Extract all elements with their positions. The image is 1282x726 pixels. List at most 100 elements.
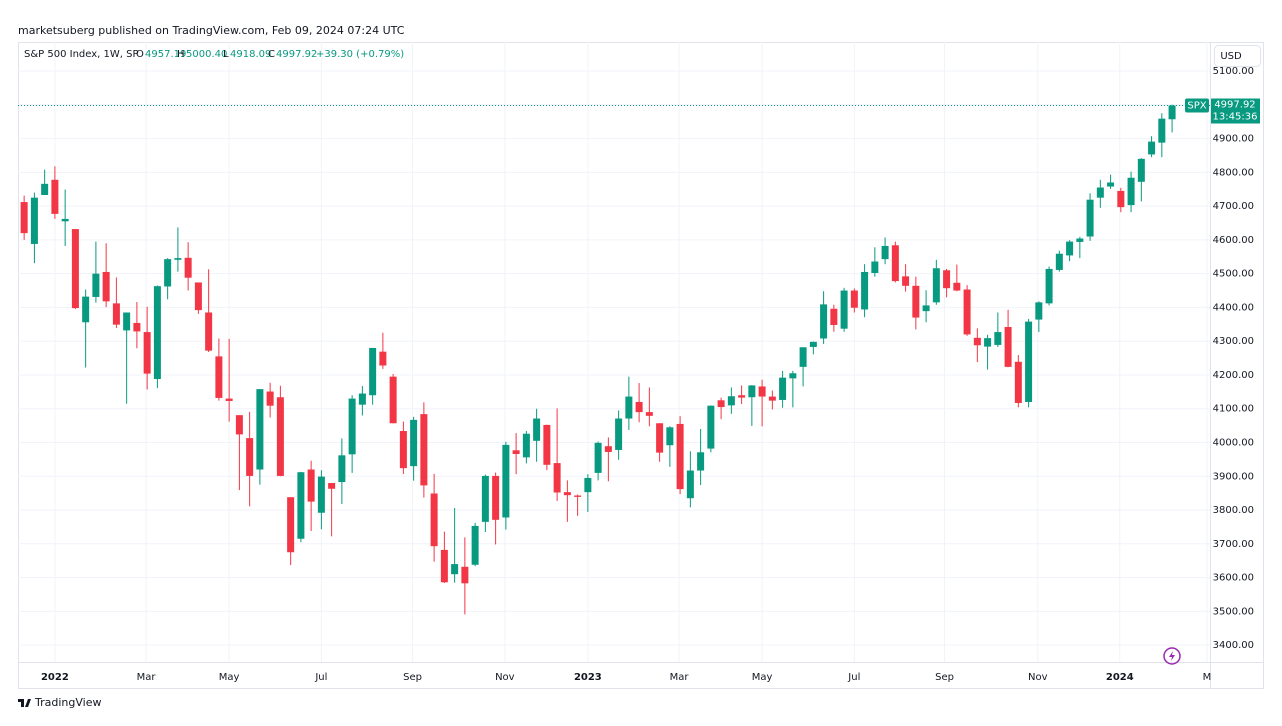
candle-body bbox=[1066, 241, 1074, 256]
candle-body bbox=[871, 261, 879, 273]
candle-body bbox=[738, 395, 746, 398]
c-value: 4997.92 bbox=[276, 49, 317, 60]
candle-body bbox=[194, 282, 202, 311]
y-tick-label: 3400.00 bbox=[1213, 640, 1254, 651]
candle-body bbox=[604, 446, 612, 452]
y-tick-label: 3700.00 bbox=[1213, 539, 1254, 550]
candle-body bbox=[891, 245, 899, 282]
candle-body bbox=[174, 258, 182, 260]
y-tick-label: 4600.00 bbox=[1213, 235, 1254, 246]
candle-body bbox=[912, 285, 920, 318]
candle-body bbox=[123, 312, 131, 331]
o-key: O bbox=[136, 49, 144, 60]
candle-body bbox=[348, 398, 356, 455]
candle-body bbox=[830, 308, 838, 325]
y-tick-label: 3600.00 bbox=[1213, 573, 1254, 584]
candle-body bbox=[1014, 361, 1022, 403]
candle-body bbox=[276, 397, 284, 476]
candle-body bbox=[1107, 182, 1115, 187]
candle-body bbox=[20, 202, 28, 234]
x-tick-label: 2023 bbox=[574, 672, 602, 683]
candle-body bbox=[164, 259, 172, 287]
x-tick-label: Mar bbox=[670, 672, 690, 683]
candle-body bbox=[389, 376, 397, 424]
x-tick-label: May bbox=[752, 672, 773, 683]
candle-body bbox=[686, 470, 694, 499]
candle-body bbox=[1137, 158, 1145, 182]
candle-body bbox=[922, 305, 930, 312]
y-tick-label: 4800.00 bbox=[1213, 167, 1254, 178]
x-tick-label: 2022 bbox=[41, 672, 69, 683]
candle-body bbox=[1045, 268, 1053, 304]
candle-body bbox=[861, 271, 869, 310]
candle-body bbox=[205, 312, 213, 351]
candle-body bbox=[317, 476, 325, 513]
candle-body bbox=[266, 391, 274, 406]
candle-body bbox=[61, 218, 69, 222]
candle-body bbox=[707, 405, 715, 449]
currency-button[interactable] bbox=[1214, 45, 1261, 67]
candle-body bbox=[492, 475, 500, 520]
candle-body bbox=[369, 347, 377, 396]
candle-body bbox=[666, 427, 674, 446]
candle-body bbox=[225, 398, 233, 401]
y-tick-label: 4900.00 bbox=[1213, 134, 1254, 145]
candle-body bbox=[1168, 105, 1176, 120]
candle-body bbox=[82, 296, 90, 323]
candle-body bbox=[1127, 177, 1135, 206]
candle-body bbox=[1055, 253, 1063, 270]
y-tick-label: 3500.00 bbox=[1213, 606, 1254, 617]
candle-body bbox=[246, 438, 254, 476]
currency[interactable]: USD bbox=[1220, 51, 1242, 62]
candle-body bbox=[1025, 321, 1033, 402]
candle-body bbox=[30, 197, 38, 244]
x-tick-label: 2024 bbox=[1106, 672, 1134, 683]
candle-body bbox=[676, 423, 684, 490]
candle-body bbox=[1096, 187, 1104, 198]
x-tick-label: Jul bbox=[314, 672, 327, 683]
candle-body bbox=[625, 396, 633, 419]
candle-body bbox=[215, 356, 223, 398]
last-price: 4997.92 bbox=[1214, 100, 1255, 111]
o-value: 4957.19 bbox=[145, 49, 186, 60]
candle-body bbox=[1035, 302, 1043, 320]
candle-body bbox=[768, 396, 776, 401]
logo: TradingView bbox=[18, 696, 101, 709]
candle-body bbox=[102, 271, 110, 302]
candle-body bbox=[697, 452, 705, 471]
candle-body bbox=[574, 495, 582, 497]
candle-body bbox=[512, 450, 520, 454]
candle-body bbox=[256, 389, 264, 470]
candle-body bbox=[789, 373, 797, 379]
candle-body bbox=[328, 483, 336, 489]
h-key: H bbox=[177, 49, 185, 60]
x-tick-label: Sep bbox=[935, 672, 954, 683]
h-value: 5000.40 bbox=[186, 49, 227, 60]
y-tick-label: 4000.00 bbox=[1213, 438, 1254, 449]
candle-body bbox=[71, 229, 79, 309]
candle-body bbox=[1004, 327, 1012, 367]
candle-body bbox=[1117, 190, 1125, 208]
x-tick-label: Mar bbox=[137, 672, 157, 683]
symbol: S&P 500 Index, 1W, SP bbox=[24, 49, 139, 60]
x-tick-label: M bbox=[1203, 672, 1212, 683]
candle-body bbox=[451, 564, 459, 575]
chart-frame bbox=[18, 42, 1264, 689]
candle-body bbox=[553, 463, 561, 493]
y-tick-label: 4700.00 bbox=[1213, 201, 1254, 212]
ticker-tag bbox=[1185, 98, 1209, 113]
y-tick-label: 3900.00 bbox=[1213, 471, 1254, 482]
candle-body bbox=[1076, 238, 1084, 242]
candle-body bbox=[645, 412, 653, 416]
alert-icon bbox=[1163, 647, 1181, 665]
countdown: 13:45:36 bbox=[1213, 112, 1258, 123]
candle-body bbox=[410, 419, 418, 467]
price-tag bbox=[1211, 98, 1260, 124]
axes: 3400.00 3500.00 3600.00 3700.00 3800.00 3900.… bbox=[41, 66, 1260, 683]
candle-body bbox=[943, 270, 951, 289]
candle-body bbox=[615, 418, 623, 450]
candle-body bbox=[112, 303, 120, 325]
candle-body bbox=[338, 455, 346, 483]
publisher: marketsuberg published on TradingView.co… bbox=[18, 24, 405, 37]
